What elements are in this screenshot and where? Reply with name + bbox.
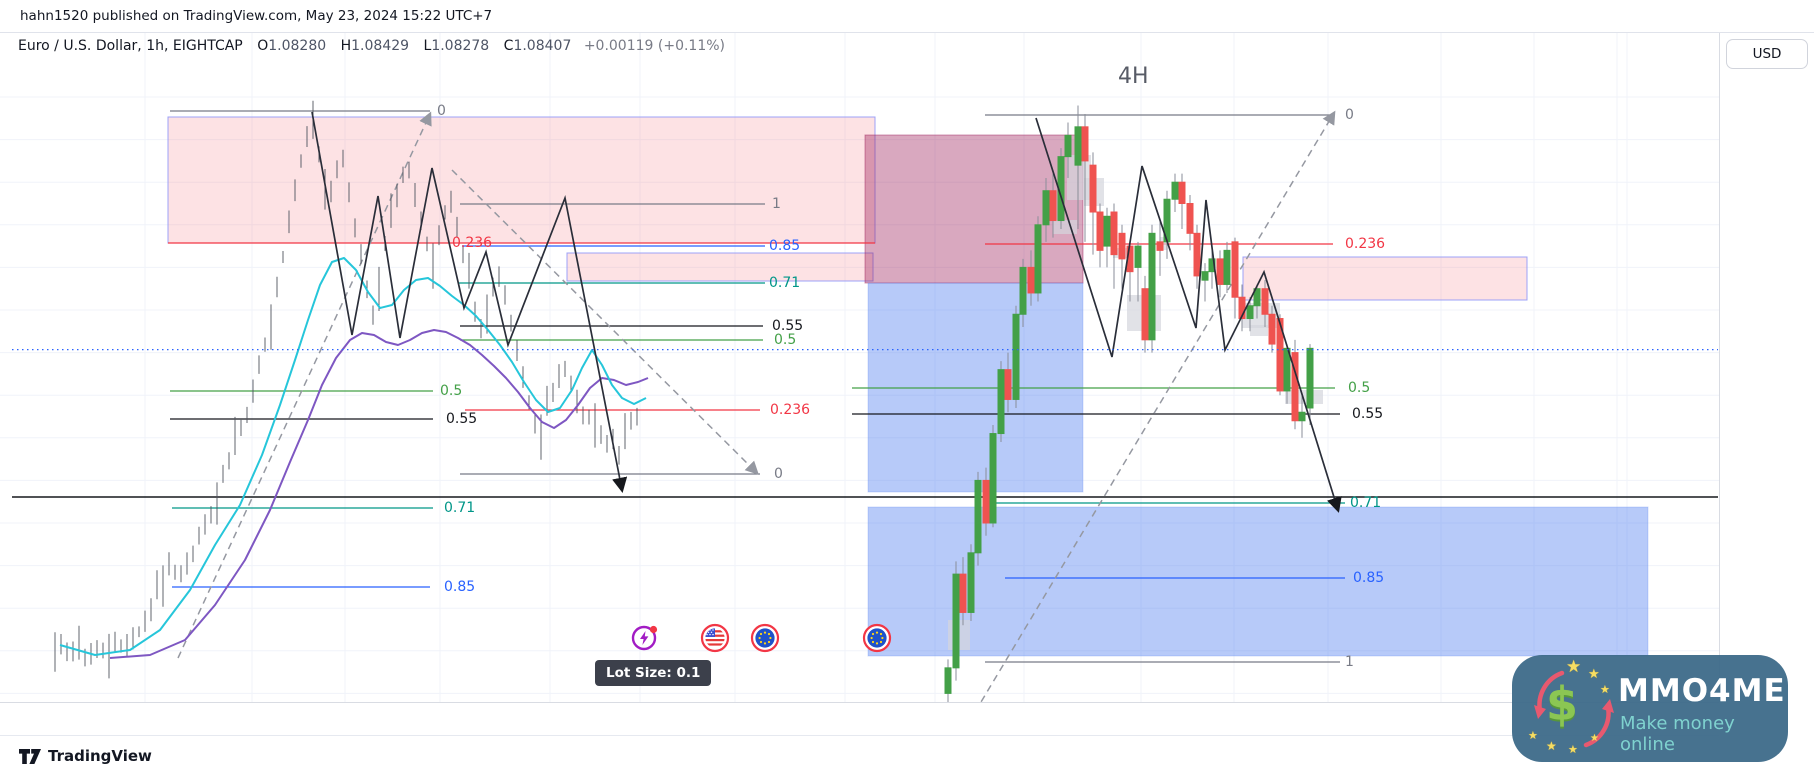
- low-label: L: [423, 38, 432, 54]
- mmo4me-emblem-arrows-icon: [1534, 670, 1614, 748]
- star-icon: ★: [1590, 733, 1599, 744]
- star-icon: ★: [1588, 667, 1600, 682]
- watermark-subtitle: Make money online: [1620, 713, 1735, 755]
- publish-info-bar: hahn1520 published on TradingView.com, M…: [0, 0, 1814, 33]
- symbol-header: Euro / U.S. Dollar, 1h, EIGHTCAP O1.0828…: [18, 38, 725, 54]
- symbol-title: Euro / U.S. Dollar, 1h, EIGHTCAP: [18, 38, 243, 54]
- close-label: C: [503, 38, 514, 54]
- eu-flag-event-icon-2[interactable]: [862, 623, 892, 653]
- dollar-icon: $: [1546, 677, 1579, 731]
- eu-flag-event-icon[interactable]: [750, 623, 780, 653]
- low-value: 1.08278: [431, 38, 490, 54]
- star-icon: ★: [1546, 739, 1557, 753]
- star-icon: ★: [1566, 657, 1582, 677]
- star-icon: ★: [1528, 729, 1538, 742]
- publish-info-text: hahn1520 published on TradingView.com, M…: [20, 8, 493, 24]
- us-flag-event-icon[interactable]: [700, 623, 730, 653]
- lot-size-tooltip: Lot Size: 0.1: [595, 660, 712, 686]
- price-axis[interactable]: [1719, 32, 1814, 702]
- tradingview-attribution-text: TradingView: [48, 747, 152, 765]
- star-icon: ★: [1568, 743, 1578, 756]
- currency-toggle-button[interactable]: USD: [1726, 39, 1808, 69]
- panel-timeframe-label: 4H: [1118, 64, 1149, 89]
- high-value: 1.08429: [351, 38, 410, 54]
- mmo4me-watermark: $ ★ ★ ★ ★ ★ ★ ★ MMO4ME Make money online: [1512, 655, 1788, 762]
- tradingview-logo-icon: [19, 748, 41, 764]
- star-icon: ★: [1600, 683, 1610, 696]
- close-value: 1.08407: [513, 38, 572, 54]
- watermark-title: MMO4ME: [1618, 673, 1786, 709]
- high-label: H: [340, 38, 352, 54]
- open-value: 1.08280: [268, 38, 327, 54]
- open-label: O: [257, 38, 269, 54]
- change-value: +0.00119 (+0.11%): [583, 38, 726, 54]
- economic-event-lightning-icon[interactable]: [630, 623, 660, 653]
- time-axis[interactable]: [0, 702, 1719, 736]
- tradingview-attribution[interactable]: TradingView: [18, 744, 152, 768]
